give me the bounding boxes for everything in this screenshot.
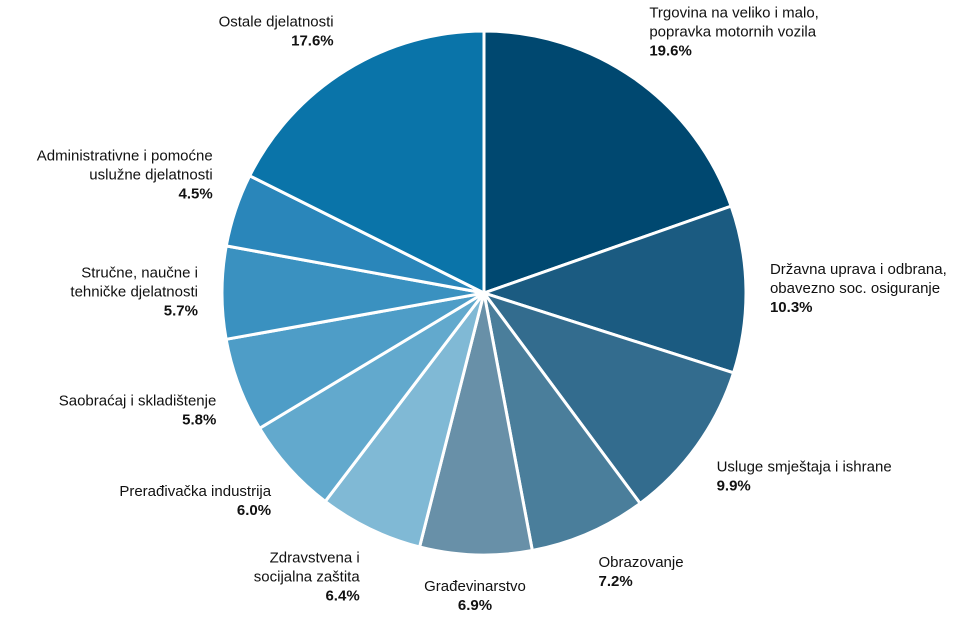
pie-slice (247, 29, 486, 296)
slice-label: Državna uprava i odbrana, (770, 261, 947, 278)
slice-label: Ostale djelatnosti (219, 14, 334, 31)
slice-label: Trgovina na veliko i malo, (649, 5, 819, 22)
slice-label: Stručne, naučne i (81, 265, 198, 282)
value-label: 6.9% (458, 597, 492, 614)
pie-slice (417, 292, 535, 557)
pie-slice (480, 290, 736, 506)
value-label: 7.2% (599, 573, 633, 590)
slice-label: obavezno soc. osiguranje (770, 280, 940, 297)
slice-label: Usluge smještaja i ishrane (717, 458, 892, 475)
pie-slice (482, 292, 643, 553)
value-label: 19.6% (649, 43, 692, 60)
slice-label: Saobraćaj i skladištenje (59, 393, 217, 410)
value-label: 5.7% (164, 303, 198, 320)
slice-label: Zdravstvena i (270, 550, 360, 567)
slice-label: socijalna zaštita (254, 569, 361, 586)
value-label: 4.5% (179, 185, 213, 202)
value-label: 9.9% (717, 477, 751, 494)
slice-label: uslužne djelatnosti (89, 166, 212, 183)
value-label: 17.6% (291, 33, 334, 50)
slice-label: tehničke djelatnosti (70, 284, 198, 301)
value-label: 6.0% (237, 502, 271, 519)
value-label: 6.4% (325, 588, 359, 605)
pie-slice (479, 204, 748, 375)
slice-label: Administrativne i pomoćne (37, 147, 213, 164)
slice-label: Prerađivačka industrija (119, 483, 271, 500)
slice-label: popravka motornih vozila (649, 24, 816, 41)
slice-label: Građevinarstvo (424, 578, 526, 595)
value-label: 5.8% (182, 412, 216, 429)
value-label: 10.3% (770, 299, 813, 316)
slice-label: Obrazovanje (599, 554, 684, 571)
